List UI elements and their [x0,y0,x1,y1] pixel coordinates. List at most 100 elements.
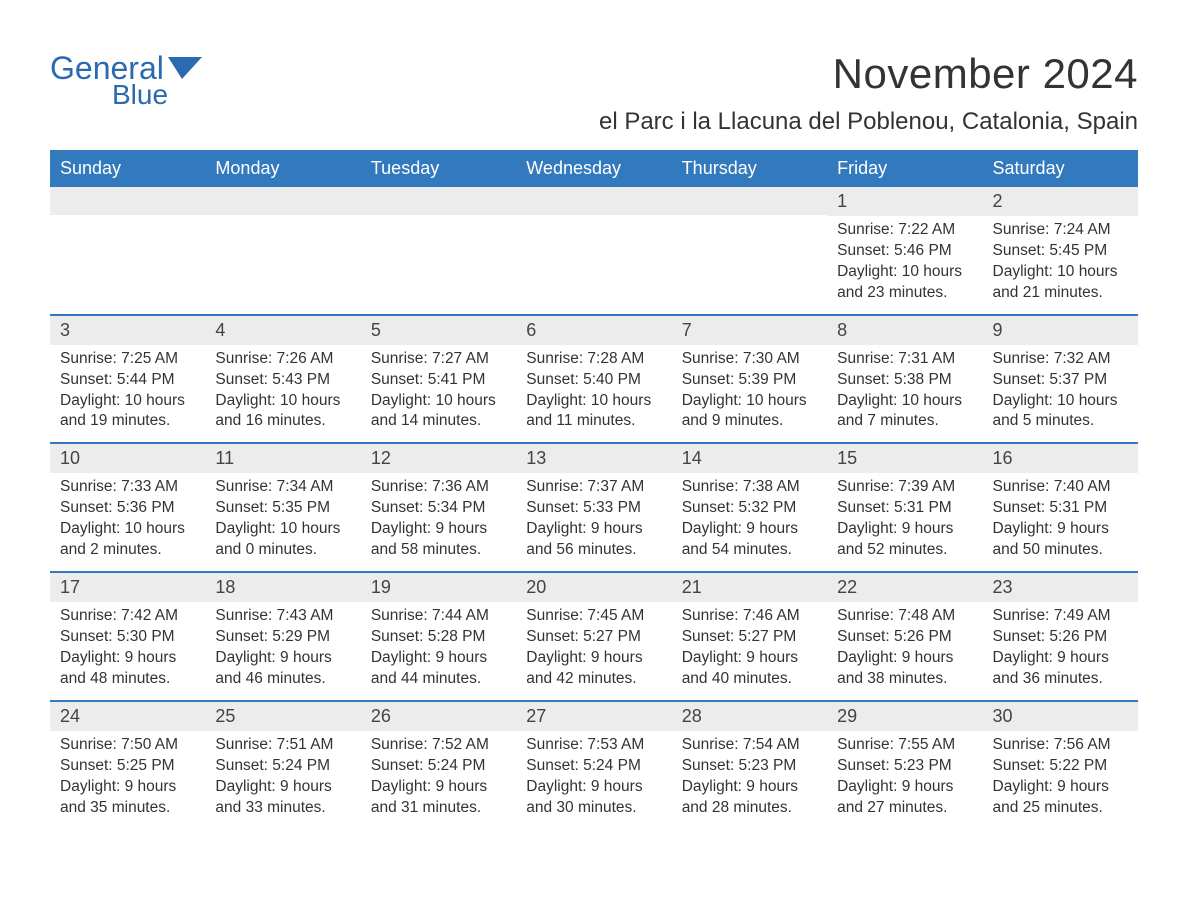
sunset-text: Sunset: 5:30 PM [60,627,195,648]
day-details: Sunrise: 7:43 AMSunset: 5:29 PMDaylight:… [205,602,360,698]
day-cell: 22Sunrise: 7:48 AMSunset: 5:26 PMDayligh… [827,573,982,698]
day-details: Sunrise: 7:26 AMSunset: 5:43 PMDaylight:… [205,345,360,441]
daylight-text-1: Daylight: 9 hours [215,648,350,669]
sunrise-text: Sunrise: 7:46 AM [682,606,817,627]
daylight-text-1: Daylight: 10 hours [215,519,350,540]
daylight-text-2: and 7 minutes. [837,411,972,432]
day-cell: 2Sunrise: 7:24 AMSunset: 5:45 PMDaylight… [983,187,1138,312]
day-header-cell: Wednesday [516,150,671,187]
day-cell: 16 Sunrise: 7:40 AMSunset: 5:31 PMDayligh… [983,444,1138,569]
daylight-text-1: Daylight: 9 hours [371,777,506,798]
day-details-empty [50,215,205,295]
daylight-text-1: Daylight: 9 hours [60,777,195,798]
day-number: 20 [516,573,671,602]
day-number: 5 [361,316,516,345]
day-number: 6 [516,316,671,345]
sunset-text: Sunset: 5:29 PM [215,627,350,648]
sunrise-text: Sunrise: 7:26 AM [215,349,350,370]
sunrise-text: Sunrise: 7:24 AM [993,220,1128,241]
sunset-text: Sunset: 5:31 PM [837,498,972,519]
day-details: Sunrise: 7:25 AMSunset: 5:44 PMDaylight:… [50,345,205,441]
day-details-empty [672,215,827,295]
daylight-text-2: and 14 minutes. [371,411,506,432]
day-cell: 7Sunrise: 7:30 AMSunset: 5:39 PMDaylight… [672,316,827,441]
daylight-text-2: and 23 minutes. [837,283,972,304]
daylight-text-2: and 35 minutes. [60,798,195,819]
day-details: Sunrise: 7:49 AMSunset: 5:26 PMDaylight:… [983,602,1138,698]
day-number: 3 [50,316,205,345]
day-details: Sunrise: 7:44 AMSunset: 5:28 PMDaylight:… [361,602,516,698]
day-details-empty [205,215,360,295]
day-cell: 23Sunrise: 7:49 AMSunset: 5:26 PMDayligh… [983,573,1138,698]
daylight-text-1: Daylight: 9 hours [682,519,817,540]
sunrise-text: Sunrise: 7:30 AM [682,349,817,370]
sunset-text: Sunset: 5:38 PM [837,370,972,391]
sunset-text: Sunset: 5:24 PM [526,756,661,777]
day-cell: 18Sunrise: 7:43 AMSunset: 5:29 PMDayligh… [205,573,360,698]
daylight-text-1: Daylight: 9 hours [682,648,817,669]
daylight-text-1: Daylight: 9 hours [837,519,972,540]
day-number: 24 [50,702,205,731]
sunset-text: Sunset: 5:45 PM [993,241,1128,262]
day-details: Sunrise: 7:55 AMSunset: 5:23 PMDaylight:… [827,731,982,827]
day-cell [516,187,671,312]
calendar: SundayMondayTuesdayWednesdayThursdayFrid… [50,150,1138,826]
sunrise-text: Sunrise: 7:32 AM [993,349,1128,370]
day-number: 21 [672,573,827,602]
day-number: 30 [983,702,1138,731]
sunset-text: Sunset: 5:26 PM [993,627,1128,648]
sunset-text: Sunset: 5:25 PM [60,756,195,777]
daylight-text-2: and 5 minutes. [993,411,1128,432]
sunrise-text: Sunrise: 7:45 AM [526,606,661,627]
day-cell [672,187,827,312]
sunset-text: Sunset: 5:31 PM [993,498,1128,519]
daylight-text-1: Daylight: 9 hours [682,777,817,798]
day-number: 1 [827,187,982,216]
sunrise-text: Sunrise: 7:53 AM [526,735,661,756]
daylight-text-1: Daylight: 9 hours [837,648,972,669]
day-number-empty [361,187,516,215]
day-cell [361,187,516,312]
week-row: 1Sunrise: 7:22 AMSunset: 5:46 PMDaylight… [50,187,1138,312]
day-details: Sunrise: 7:30 AMSunset: 5:39 PMDaylight:… [672,345,827,441]
location: el Parc i la Llacuna del Poblenou, Catal… [599,108,1138,136]
daylight-text-1: Daylight: 9 hours [837,777,972,798]
daylight-text-2: and 58 minutes. [371,540,506,561]
day-details: Sunrise: 7:53 AMSunset: 5:24 PMDaylight:… [516,731,671,827]
sunset-text: Sunset: 5:24 PM [215,756,350,777]
sunrise-text: Sunrise: 7:34 AM [215,477,350,498]
daylight-text-1: Daylight: 10 hours [682,391,817,412]
sunset-text: Sunset: 5:32 PM [682,498,817,519]
sunrise-text: Sunrise: 7:36 AM [371,477,506,498]
daylight-text-1: Daylight: 10 hours [993,262,1128,283]
day-details: Sunrise: 7:50 AMSunset: 5:25 PMDaylight:… [50,731,205,827]
day-number: 14 [672,444,827,473]
day-number: 9 [983,316,1138,345]
day-details: Sunrise: 7:36 AMSunset: 5:34 PMDaylight:… [361,473,516,569]
sunset-text: Sunset: 5:37 PM [993,370,1128,391]
day-details: Sunrise: 7:31 AMSunset: 5:38 PMDaylight:… [827,345,982,441]
day-cell: 10Sunrise: 7:33 AMSunset: 5:36 PMDayligh… [50,444,205,569]
daylight-text-1: Daylight: 10 hours [526,391,661,412]
day-number: 15 [827,444,982,473]
day-number: 16 [983,444,1138,473]
day-cell: 13Sunrise: 7:37 AMSunset: 5:33 PMDayligh… [516,444,671,569]
daylight-text-2: and 42 minutes. [526,669,661,690]
day-cell: 24Sunrise: 7:50 AMSunset: 5:25 PMDayligh… [50,702,205,827]
daylight-text-1: Daylight: 9 hours [993,519,1128,540]
logo: General Blue [50,50,202,111]
daylight-text-2: and 11 minutes. [526,411,661,432]
daylight-text-2: and 33 minutes. [215,798,350,819]
day-header-cell: Sunday [50,150,205,187]
sunrise-text: Sunrise: 7:25 AM [60,349,195,370]
day-cell: 6Sunrise: 7:28 AMSunset: 5:40 PMDaylight… [516,316,671,441]
day-cell [50,187,205,312]
day-header-cell: Tuesday [361,150,516,187]
day-cell: 3Sunrise: 7:25 AMSunset: 5:44 PMDaylight… [50,316,205,441]
sunrise-text: Sunrise: 7:40 AM [993,477,1128,498]
day-header-row: SundayMondayTuesdayWednesdayThursdayFrid… [50,150,1138,187]
daylight-text-1: Daylight: 10 hours [371,391,506,412]
day-cell: 20Sunrise: 7:45 AMSunset: 5:27 PMDayligh… [516,573,671,698]
daylight-text-2: and 31 minutes. [371,798,506,819]
logo-text-blue: Blue [112,79,168,111]
